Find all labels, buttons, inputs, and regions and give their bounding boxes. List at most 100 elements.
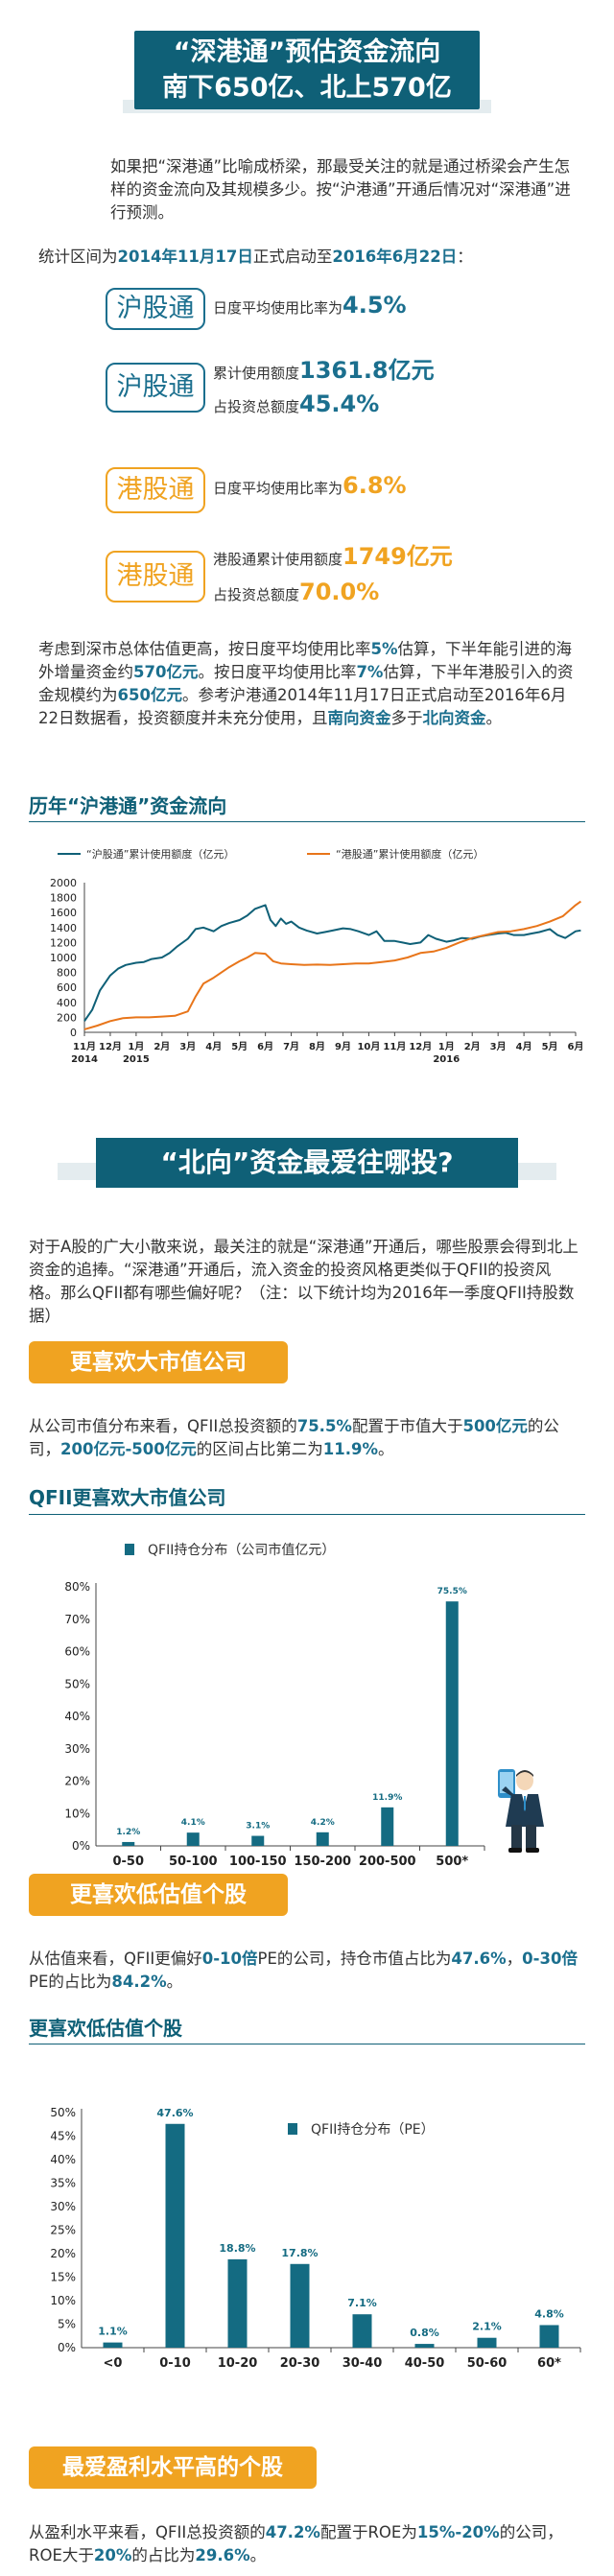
- y-tick-label: 200: [57, 1011, 77, 1024]
- bar: [290, 2263, 310, 2348]
- x-tick-label: 3月: [179, 1041, 196, 1052]
- y-tick-label: 80%: [64, 1580, 90, 1594]
- forecast-v5: 南向资金: [327, 709, 391, 727]
- y-tick-label: 0: [70, 1027, 77, 1039]
- sec2-v2: 47.6%: [451, 1950, 507, 1968]
- bar: [103, 2342, 123, 2348]
- tag-ganggutong-1: 港股通: [106, 467, 205, 513]
- x-tick-label: 5月: [231, 1041, 248, 1052]
- sec2-heading: 更喜欢低估值个股: [29, 2017, 182, 2040]
- bar: [316, 1832, 329, 1846]
- bar-chart-market-cap: 0% 10% 20% 30% 40% 50% 60% 70% 80% 1.2% 0-50 4.1% 50…: [64, 1542, 485, 1869]
- y-tick-label: 50%: [64, 1677, 90, 1690]
- x-tick-label: 200-500: [359, 1855, 416, 1869]
- bar-chart-pe: 0% 5% 10% 15% 20% 25% 30% 35% 40% 45% 50% 1.1% <0 47.…: [50, 2106, 581, 2371]
- x-tick-label: 6月: [257, 1041, 273, 1052]
- hu2-label2: 占投资总额度: [213, 398, 300, 415]
- legend-label: “沪股通”累计使用额度（亿元）: [86, 847, 234, 861]
- x-tick-label: 0-50: [112, 1855, 144, 1869]
- data-label: 0.8%: [410, 2327, 439, 2339]
- hu1-stat: 日度平均使用比率为4.5%: [213, 292, 407, 319]
- period-mid: 正式启动至: [252, 248, 333, 266]
- sec3-t1: 从盈利水平来看，QFII总投资额的: [29, 2523, 266, 2541]
- north-intro: 对于A股的广大小散来说，最关注的就是“深港通”开通后，哪些股票会得到北上资金的追…: [29, 1238, 579, 1325]
- sec3-t3: 的公司，ROE大于: [29, 2523, 563, 2564]
- gang2-value2: 70.0%: [299, 579, 380, 605]
- sec3-v4: 29.6%: [195, 2546, 250, 2564]
- hu1-label: 日度平均使用比率为: [213, 299, 343, 317]
- series-line-ganggutong: [83, 900, 581, 1030]
- x-tick-label: 10月: [357, 1041, 380, 1052]
- sec1-v4: 11.9%: [322, 1440, 378, 1458]
- sec2-t3: ，: [506, 1950, 523, 1968]
- forecast-t6: 多于: [390, 709, 423, 727]
- hu2-stat: 累计使用额度1361.8亿元 占投资总额度45.4%: [213, 355, 435, 422]
- x-tick-label: 4月: [516, 1041, 532, 1052]
- x-tick-label: 5月: [542, 1041, 558, 1052]
- forecast-text: 考虑到深市总体估值更高，按日度平均使用比率5%估算，下半年能引进的海外增量资金约…: [38, 638, 576, 730]
- sec2-v1: 0-10倍: [201, 1950, 258, 1968]
- x-tick-label: 6月: [568, 1041, 584, 1052]
- line-chart-title-underline: [29, 821, 585, 822]
- bar: [477, 2337, 497, 2348]
- x-tick-label: 3月: [490, 1041, 507, 1052]
- x-tick-label: 12月: [99, 1041, 122, 1052]
- series-line-hugutong: [83, 904, 581, 1022]
- bar: [381, 1807, 394, 1846]
- y-tick-label: 30%: [64, 1742, 90, 1756]
- x-tick-label: 50-60: [467, 2356, 508, 2371]
- data-label: 7.1%: [347, 2297, 377, 2309]
- line-chart-title: 历年“沪港通”资金流向: [29, 794, 227, 817]
- x-tick-label: 40-50: [405, 2356, 445, 2371]
- data-label: 1.1%: [98, 2326, 128, 2338]
- y-tick-label: 2000: [50, 877, 77, 889]
- sec3-v2: 15%-20%: [416, 2523, 500, 2541]
- x-tick-label: 4月: [205, 1041, 222, 1052]
- sec3-t5: 。: [249, 2546, 267, 2564]
- legend-swatch: [288, 2123, 297, 2135]
- data-label: 3.1%: [246, 1822, 270, 1832]
- y-tick-label: 15%: [50, 2271, 76, 2284]
- sec1-t4: 的区间占比第二为: [196, 1440, 323, 1458]
- y-tick-label: 25%: [50, 2224, 76, 2237]
- sec3-t2: 配置于ROE为: [319, 2523, 417, 2541]
- sec3-text: 从盈利水平来看，QFII总投资额的47.2%配置于ROE为15%-20%的公司，…: [29, 2521, 580, 2567]
- y-tick-label: 800: [57, 967, 77, 980]
- sec2-t1: 从估值来看，QFII更偏好: [29, 1950, 202, 1968]
- bar: [227, 2258, 248, 2348]
- data-label: 11.9%: [372, 1793, 402, 1803]
- forecast-v6: 北向资金: [422, 709, 486, 727]
- sec1-t5: 。: [377, 1440, 394, 1458]
- y-tick-label: 10%: [50, 2294, 76, 2307]
- hu1-value: 4.5%: [342, 292, 407, 319]
- x-tick-label: 1月: [128, 1041, 144, 1052]
- sec3-t4: 的占比为: [131, 2546, 196, 2564]
- gang2-stat: 港股通累计使用额度1749亿元 占投资总额度70.0%: [213, 540, 453, 611]
- bar: [539, 2325, 559, 2348]
- y-tick-label: 40%: [64, 1710, 90, 1723]
- forecast-t2: 估算，下半年能引进的海外增量资金约: [38, 640, 573, 681]
- bar: [186, 1832, 200, 1846]
- x-year-label: 2015: [123, 1054, 150, 1065]
- period-start: 2014年11月17日: [117, 248, 253, 266]
- y-tick-label: 60%: [64, 1645, 90, 1659]
- x-tick-label: 9月: [335, 1041, 351, 1052]
- x-tick-label: 150-200: [294, 1855, 351, 1869]
- gang2-label2: 占投资总额度: [213, 586, 300, 603]
- sec2-button: 更喜欢低估值个股: [29, 1874, 288, 1916]
- sec3-button: 最爱盈利水平高的个股: [29, 2446, 317, 2489]
- data-label: 2.1%: [472, 2321, 502, 2333]
- gang1-label: 日度平均使用比率为: [213, 480, 343, 497]
- sec1-heading: QFII更喜欢大市值公司: [29, 1486, 226, 1509]
- sec1-v1: 75.5%: [296, 1417, 352, 1435]
- x-tick-label: 2月: [154, 1041, 170, 1052]
- gang2-value1: 1749亿元: [342, 543, 453, 570]
- sec2-t4: PE的占比为: [29, 1973, 112, 1991]
- y-tick-label: 30%: [50, 2200, 76, 2213]
- sec1-text: 从公司市值分布来看，QFII总投资额的75.5%配置于市值大于500亿元的公司，…: [29, 1415, 580, 1461]
- businessman-illustration: [498, 1769, 544, 1853]
- y-tick-label: 1400: [50, 922, 77, 934]
- data-label: 17.8%: [281, 2247, 318, 2259]
- legend-label: “港股通”累计使用额度（亿元）: [336, 847, 484, 861]
